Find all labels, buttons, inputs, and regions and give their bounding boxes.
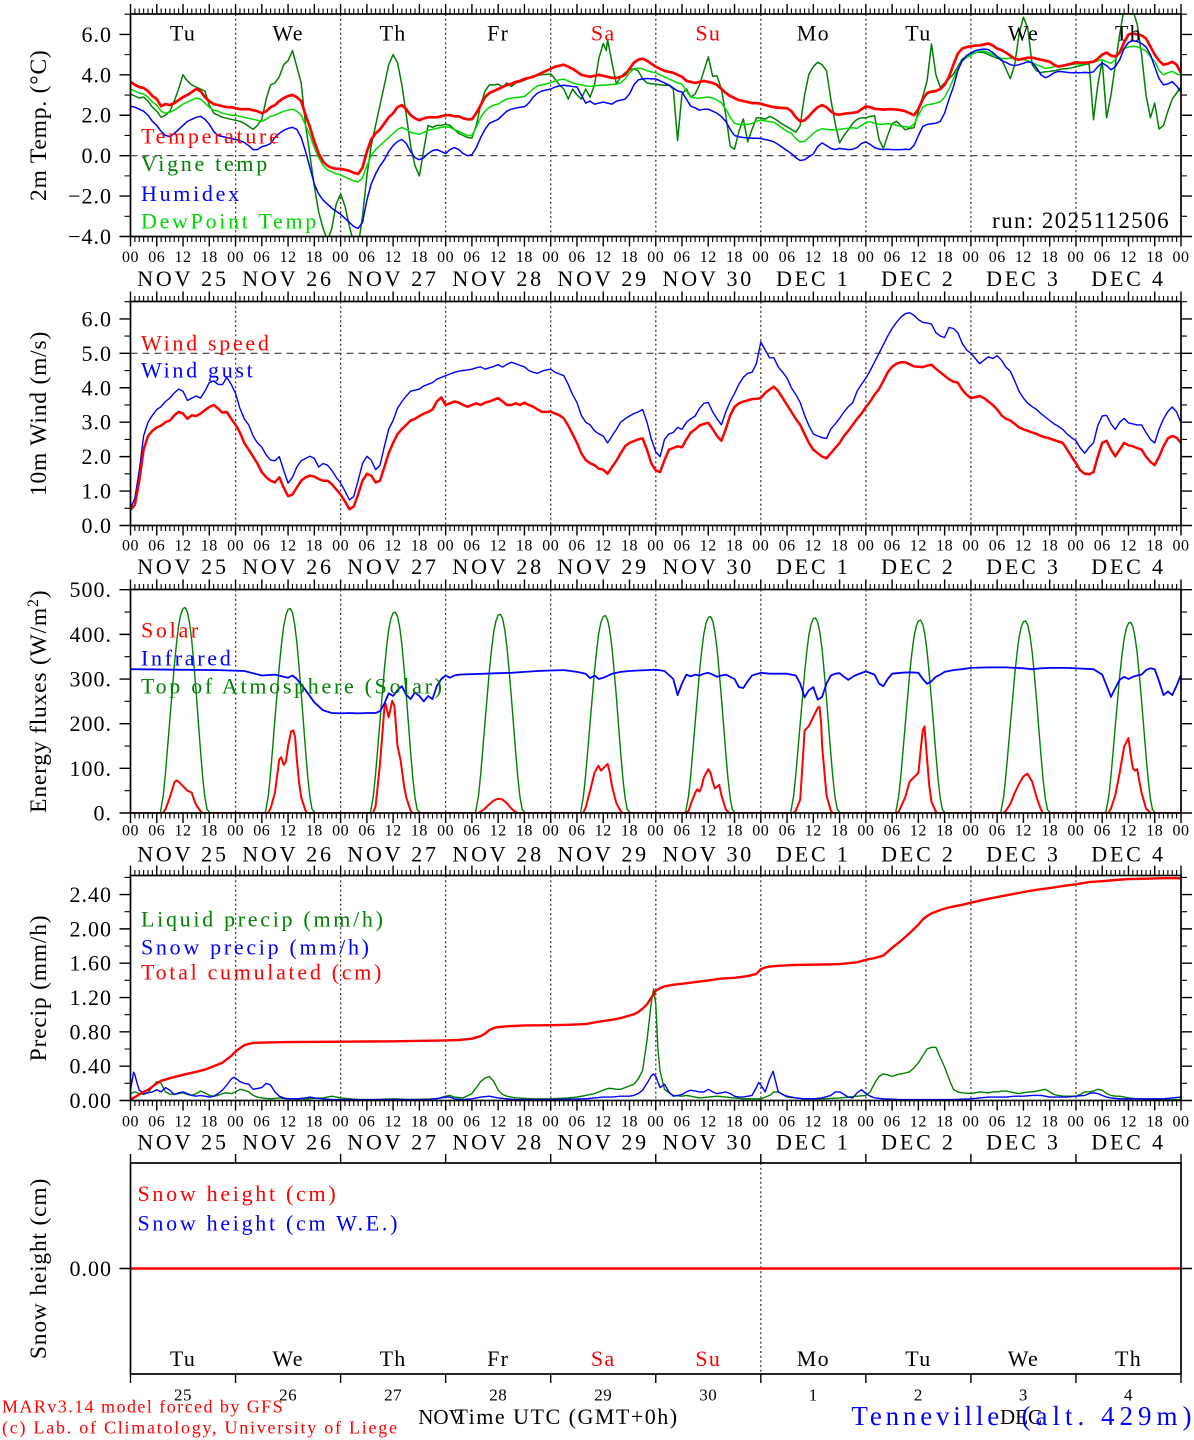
svg-text:−4.0: −4.0 xyxy=(68,224,112,249)
svg-text:0.: 0. xyxy=(94,801,113,826)
svg-text:MARv3.14 model forced by GFS: MARv3.14 model forced by GFS xyxy=(2,1397,284,1417)
svg-text:DEC: DEC xyxy=(1000,1405,1042,1429)
svg-text:1: 1 xyxy=(809,1386,818,1405)
svg-text:4.0: 4.0 xyxy=(82,62,113,87)
svg-text:Mo: Mo xyxy=(797,21,830,46)
svg-text:Wind speed: Wind speed xyxy=(141,331,272,356)
svg-text:3.0: 3.0 xyxy=(82,410,113,435)
svg-text:400.: 400. xyxy=(70,622,113,647)
svg-text:(alt. 429m): (alt. 429m) xyxy=(1022,1401,1194,1431)
svg-text:We: We xyxy=(1008,21,1039,46)
svg-text:Su: Su xyxy=(695,1346,721,1371)
svg-text:29: 29 xyxy=(594,1386,612,1405)
svg-text:Th: Th xyxy=(380,21,407,46)
svg-text:Temperature: Temperature xyxy=(141,124,282,149)
svg-text:Infrared: Infrared xyxy=(141,646,233,671)
svg-text:5.0: 5.0 xyxy=(82,341,113,366)
svg-text:2.0: 2.0 xyxy=(82,444,113,469)
svg-text:Tu: Tu xyxy=(905,21,931,46)
svg-text:0.80: 0.80 xyxy=(70,1019,113,1044)
svg-text:2m Temp. (°C): 2m Temp. (°C) xyxy=(26,49,52,201)
svg-text:Snow precip (mm/h): Snow precip (mm/h) xyxy=(141,935,372,960)
svg-text:Th: Th xyxy=(380,1346,407,1371)
svg-text:2.40: 2.40 xyxy=(70,882,113,907)
svg-text:0.0: 0.0 xyxy=(82,143,113,168)
svg-text:0.00: 0.00 xyxy=(70,1256,113,1281)
svg-text:500.: 500. xyxy=(70,577,113,602)
svg-text:Total cumulated (cm): Total cumulated (cm) xyxy=(141,960,384,985)
svg-text:30: 30 xyxy=(699,1386,717,1405)
svg-text:1.20: 1.20 xyxy=(70,985,113,1010)
svg-text:10m Wind (m/s): 10m Wind (m/s) xyxy=(26,331,52,496)
svg-text:Sa: Sa xyxy=(591,21,616,46)
svg-text:Th: Th xyxy=(1115,21,1142,46)
svg-text:Tu: Tu xyxy=(905,1346,931,1371)
svg-text:Wind gust: Wind gust xyxy=(141,358,255,383)
svg-text:200.: 200. xyxy=(70,711,113,736)
svg-text:Tenneville: Tenneville xyxy=(851,1401,1003,1431)
svg-text:Th: Th xyxy=(1115,1346,1142,1371)
svg-text:6.0: 6.0 xyxy=(82,306,113,331)
svg-text:run: 2025112506: run: 2025112506 xyxy=(992,208,1170,233)
svg-text:25: 25 xyxy=(174,1386,192,1405)
svg-text:26: 26 xyxy=(279,1386,297,1405)
svg-text:−2.0: −2.0 xyxy=(68,184,112,209)
svg-text:4: 4 xyxy=(1124,1386,1133,1405)
svg-text:Top of Atmosphere (Solar): Top of Atmosphere (Solar) xyxy=(141,674,445,699)
svg-text:0.0: 0.0 xyxy=(82,513,113,538)
svg-text:Time UTC (GMT+0h): Time UTC (GMT+0h) xyxy=(455,1404,679,1429)
svg-text:Snow height (cm): Snow height (cm) xyxy=(26,1178,52,1359)
svg-text:DewPoint Temp: DewPoint Temp xyxy=(141,209,319,234)
svg-text:6.0: 6.0 xyxy=(82,22,113,47)
svg-text:Snow height (cm): Snow height (cm) xyxy=(138,1181,339,1206)
svg-text:100.: 100. xyxy=(70,756,113,781)
svg-text:Liquid precip (mm/h): Liquid precip (mm/h) xyxy=(141,907,386,932)
svg-text:(c) Lab. of Climatology, Unive: (c) Lab. of Climatology, University of L… xyxy=(2,1418,399,1439)
svg-text:Sa: Sa xyxy=(591,1346,616,1371)
svg-text:2.0: 2.0 xyxy=(82,103,113,128)
svg-text:Solar: Solar xyxy=(141,618,201,643)
svg-text:Su: Su xyxy=(695,21,721,46)
svg-text:Humidex: Humidex xyxy=(141,181,242,206)
svg-text:Tu: Tu xyxy=(170,1346,196,1371)
svg-text:Snow height (cm W.E.): Snow height (cm W.E.) xyxy=(138,1211,401,1236)
svg-text:27: 27 xyxy=(384,1386,402,1405)
svg-text:3: 3 xyxy=(1019,1386,1028,1405)
svg-text:We: We xyxy=(1008,1346,1039,1371)
svg-text:Vigne temp: Vigne temp xyxy=(141,151,270,176)
svg-text:Precip (mm/h): Precip (mm/h) xyxy=(26,915,52,1062)
svg-text:Mo: Mo xyxy=(797,1346,830,1371)
svg-text:1.60: 1.60 xyxy=(70,951,113,976)
svg-text:Energy fluxes (W/m2): Energy fluxes (W/m2) xyxy=(25,590,52,813)
svg-text:2.00: 2.00 xyxy=(70,916,113,941)
svg-text:Tu: Tu xyxy=(170,21,196,46)
svg-text:0.40: 0.40 xyxy=(70,1054,113,1079)
svg-text:2: 2 xyxy=(914,1386,923,1405)
svg-text:300.: 300. xyxy=(70,667,113,692)
svg-text:We: We xyxy=(272,21,303,46)
svg-text:1.0: 1.0 xyxy=(82,479,113,504)
svg-text:4.0: 4.0 xyxy=(82,375,113,400)
svg-text:We: We xyxy=(272,1346,303,1371)
svg-text:NOV: NOV xyxy=(418,1405,464,1429)
svg-text:Fr: Fr xyxy=(487,1346,509,1371)
svg-text:Fr: Fr xyxy=(487,21,509,46)
svg-text:28: 28 xyxy=(489,1386,507,1405)
svg-text:0.00: 0.00 xyxy=(70,1088,113,1113)
